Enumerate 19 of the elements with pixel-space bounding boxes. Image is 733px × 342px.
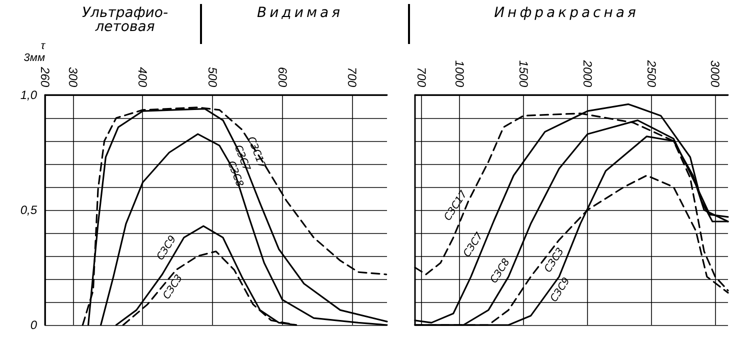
text: Видимая <box>256 5 344 21</box>
x-tick-label: 300 <box>66 66 80 88</box>
x-tick-label: 1000 <box>452 60 467 88</box>
x-tick-label: 1500 <box>516 60 531 88</box>
text: Инфракрасная <box>493 5 640 21</box>
x-tick-label: 500 <box>206 66 220 88</box>
x-tick-label: 700 <box>414 66 428 88</box>
x-tick-label: 400 <box>136 66 150 88</box>
y-tick-label: 0 <box>30 318 38 332</box>
y-tick-label: 1,0 <box>20 88 38 102</box>
text: Ультрафио- летовая <box>80 5 170 35</box>
x-tick-label: 3000 <box>708 60 722 88</box>
x-tick-label: 2500 <box>644 59 658 88</box>
y-axis-title: τ 3мм <box>24 40 46 64</box>
y-tick-label: 0,5 <box>20 203 38 217</box>
x-tick-label: 260 <box>38 66 52 88</box>
x-tick-label: 2000 <box>580 59 594 88</box>
x-tick-label: 600 <box>275 66 290 88</box>
x-tick-label: 700 <box>345 66 360 88</box>
